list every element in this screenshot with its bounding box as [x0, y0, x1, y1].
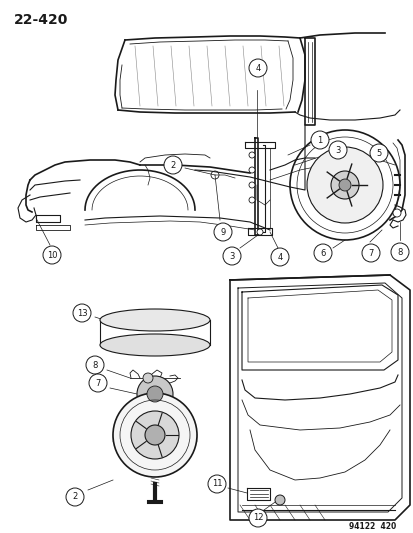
Text: 3: 3 [335, 146, 340, 155]
Circle shape [147, 386, 163, 402]
Circle shape [248, 59, 266, 77]
Circle shape [164, 156, 182, 174]
Circle shape [113, 393, 197, 477]
Circle shape [145, 425, 165, 445]
Circle shape [73, 304, 91, 322]
Text: 2: 2 [72, 492, 78, 502]
Text: 2: 2 [170, 160, 175, 169]
Circle shape [392, 209, 400, 217]
Circle shape [330, 171, 358, 199]
Text: 22-420: 22-420 [14, 13, 68, 27]
Circle shape [142, 373, 153, 383]
Circle shape [137, 376, 173, 412]
Text: 11: 11 [211, 480, 222, 489]
Circle shape [328, 141, 346, 159]
Circle shape [43, 246, 61, 264]
Circle shape [310, 131, 328, 149]
Circle shape [338, 179, 350, 191]
Text: 8: 8 [92, 360, 97, 369]
Circle shape [361, 244, 379, 262]
Text: 1: 1 [317, 135, 322, 144]
Circle shape [248, 152, 254, 158]
Text: 3: 3 [229, 252, 234, 261]
Text: 8: 8 [396, 247, 402, 256]
Text: 7: 7 [368, 248, 373, 257]
Ellipse shape [113, 429, 197, 441]
Text: 7: 7 [95, 378, 100, 387]
Circle shape [207, 475, 225, 493]
Ellipse shape [113, 431, 197, 443]
Text: 12: 12 [252, 513, 263, 522]
Circle shape [211, 171, 218, 179]
Text: 4: 4 [255, 63, 260, 72]
Circle shape [223, 247, 240, 265]
Circle shape [66, 488, 84, 506]
Text: 5: 5 [375, 149, 381, 157]
Text: 4: 4 [277, 253, 282, 262]
Circle shape [248, 509, 266, 527]
Circle shape [369, 144, 387, 162]
Text: 94122  420: 94122 420 [348, 522, 395, 531]
Text: 13: 13 [76, 309, 87, 318]
Circle shape [390, 243, 408, 261]
Text: 6: 6 [320, 248, 325, 257]
Circle shape [214, 223, 231, 241]
Circle shape [131, 411, 178, 459]
Circle shape [248, 197, 254, 203]
Ellipse shape [113, 435, 197, 447]
Circle shape [271, 248, 288, 266]
Circle shape [248, 182, 254, 188]
Circle shape [313, 244, 331, 262]
Text: 9: 9 [220, 228, 225, 237]
Circle shape [274, 495, 284, 505]
Circle shape [256, 229, 262, 235]
Ellipse shape [100, 309, 209, 331]
Circle shape [248, 167, 254, 173]
Circle shape [86, 356, 104, 374]
Text: 10: 10 [47, 251, 57, 260]
Circle shape [306, 147, 382, 223]
Circle shape [89, 374, 107, 392]
Ellipse shape [113, 433, 197, 445]
Ellipse shape [100, 334, 209, 356]
